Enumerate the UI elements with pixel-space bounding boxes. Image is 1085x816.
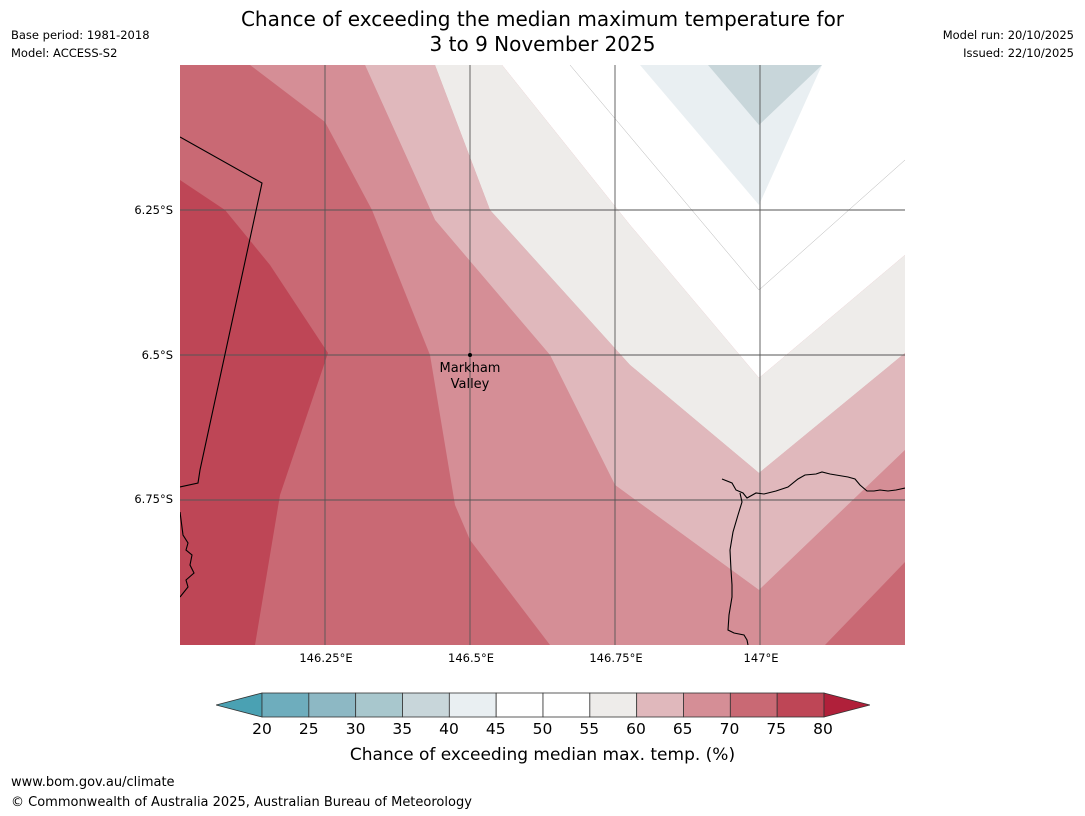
- issued-date: Issued: 22/10/2025: [963, 46, 1074, 60]
- colorbar-tick: 20: [252, 720, 272, 738]
- colorbar-tick: 60: [626, 720, 646, 738]
- colorbar-segment: [683, 692, 731, 718]
- coastline-west: [180, 511, 195, 598]
- base-period: Base period: 1981-2018: [11, 28, 150, 42]
- lat-label: 6.5°S: [141, 348, 173, 362]
- colorbar-tick: 40: [439, 720, 459, 738]
- colorbar-segment: [495, 692, 544, 718]
- colorbar-tick: 70: [719, 720, 740, 738]
- colorbar-extend-high: [823, 692, 870, 718]
- graticule: [180, 65, 905, 645]
- colorbar-segment: [776, 692, 825, 718]
- colorbar: [216, 692, 870, 718]
- footer-url[interactable]: www.bom.gov.au/climate: [11, 775, 175, 790]
- colorbar-tick: 65: [672, 720, 693, 738]
- colorbar-label-text: Chance of exceeding median max. temp. (%…: [349, 745, 736, 765]
- colorbar-tick: 35: [392, 720, 413, 738]
- colorbar-segment: [355, 692, 403, 718]
- colorbar-tick: 25: [298, 720, 319, 738]
- colorbar-segment: [308, 692, 357, 718]
- meta-right: Model run: 20/10/2025 Issued: 22/10/2025: [943, 26, 1074, 62]
- band-60-65: [365, 65, 905, 590]
- colorbar-segment: [261, 692, 310, 718]
- contour-line-50: [569, 65, 905, 291]
- footer-copyright: © Commonwealth of Australia 2025, Austra…: [11, 795, 472, 810]
- place-label-line1: Markham: [440, 361, 501, 376]
- band-40-45: [708, 65, 822, 125]
- place-label-line2: Valley: [451, 377, 490, 392]
- colorbar-segment: [589, 692, 638, 718]
- band-55-60: [435, 65, 905, 473]
- lon-label: 146.25°E: [299, 651, 353, 665]
- lat-label: 6.25°S: [134, 203, 173, 217]
- colorbar-tick: 50: [532, 720, 553, 738]
- colorbar-segment: [636, 692, 684, 718]
- model-name: Model: ACCESS-S2: [11, 46, 118, 60]
- colorbar-segment: [729, 692, 778, 718]
- colorbar-tick: 55: [579, 720, 600, 738]
- coastline-east: [721, 471, 905, 645]
- forecast-map[interactable]: Markham Valley: [180, 65, 905, 645]
- band-75-80: [180, 180, 328, 645]
- band-50-55: [502, 65, 905, 378]
- colorbar-segment: [542, 692, 591, 718]
- meta-left: Base period: 1981-2018 Model: ACCESS-S2: [11, 26, 150, 62]
- colorbar-label: Chance of exceeding median max. temp. (%…: [0, 745, 1085, 765]
- colorbar-extend-low: [216, 692, 263, 718]
- title-line-1: Chance of exceeding the median maximum t…: [240, 7, 845, 31]
- lon-label: 147°E: [743, 651, 779, 665]
- lon-label: 146.75°E: [589, 651, 643, 665]
- location-marker[interactable]: [468, 353, 472, 357]
- colorbar-segment: [448, 692, 497, 718]
- lon-label: 146.5°E: [448, 651, 494, 665]
- colorbar-tick: 75: [766, 720, 787, 738]
- title-line-2: 3 to 9 November 2025: [429, 32, 656, 56]
- colorbar-tick: 45: [485, 720, 506, 738]
- colorbar-tick: 30: [345, 720, 366, 738]
- chart-title: Chance of exceeding the median maximum t…: [0, 7, 1085, 57]
- colorbar-segments: [261, 692, 825, 718]
- colorbar-tick: 80: [813, 720, 833, 738]
- colorbar-segment: [402, 692, 450, 718]
- lat-label: 6.75°S: [134, 492, 173, 506]
- border-line: [180, 136, 263, 488]
- model-run: Model run: 20/10/2025: [942, 28, 1074, 42]
